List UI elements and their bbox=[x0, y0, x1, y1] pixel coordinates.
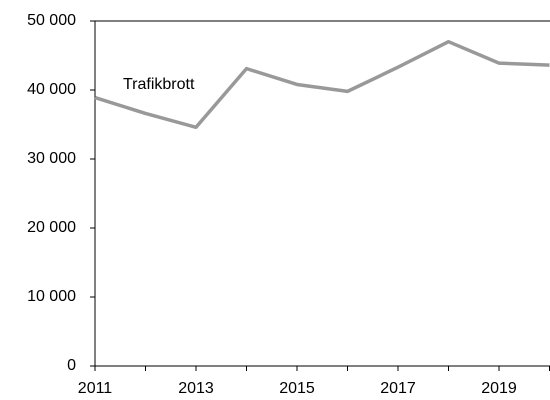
y-tick-label: 10 000 bbox=[27, 288, 76, 305]
series-label: Trafikbrott bbox=[123, 76, 195, 93]
x-tick-label: 2011 bbox=[78, 380, 113, 397]
line bbox=[94, 39, 550, 130]
y-tick-label: 0 bbox=[67, 357, 76, 374]
y-tick-label: 40 000 bbox=[27, 81, 76, 98]
x-tick-label: 2015 bbox=[279, 380, 315, 397]
y-tick-label: 20 000 bbox=[27, 219, 76, 236]
y-tick-label: 50 000 bbox=[27, 12, 76, 29]
y-tick-label: 30 000 bbox=[27, 150, 76, 167]
x-tick-label: 2019 bbox=[481, 380, 517, 397]
x-tick-label: 2017 bbox=[380, 380, 416, 397]
x-tick-label: 2013 bbox=[178, 380, 214, 397]
